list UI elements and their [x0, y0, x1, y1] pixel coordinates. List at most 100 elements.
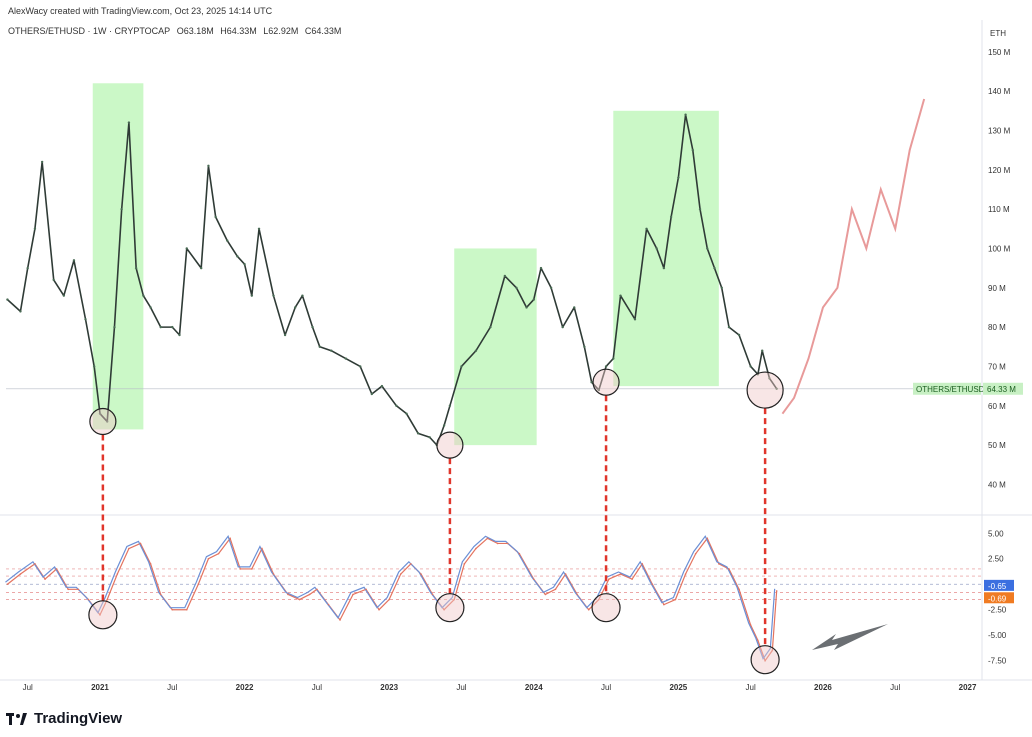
time-axis-tick-label: 2025: [669, 683, 687, 692]
price-point: [6, 298, 9, 301]
price-point: [698, 207, 702, 211]
price-point: [737, 333, 741, 337]
oscillator-point: [518, 552, 521, 555]
oscillator-point: [87, 598, 90, 601]
price-axis-tick-label: 60 M: [988, 402, 1006, 411]
price-point: [171, 325, 174, 329]
oscillator-bottom-circle: [591, 593, 621, 623]
oscillator-point: [159, 593, 162, 596]
symbol-name[interactable]: OTHERS/ETHUSD · 1W · CRYPTOCAP: [8, 26, 171, 36]
price-axis-tick-label: 80 M: [988, 323, 1006, 332]
price-point: [669, 215, 673, 219]
oscillator-point: [641, 563, 644, 565]
oscillator-bottom-circle: [435, 593, 465, 623]
oscillator-point: [327, 603, 330, 606]
price-point: [127, 121, 131, 124]
oscillator-point: [608, 578, 610, 580]
price-point: [98, 412, 102, 415]
oscillator-point: [251, 568, 253, 570]
price-point: [460, 365, 463, 368]
oscillator-line-blue: [5, 535, 776, 660]
oscillator-point: [207, 557, 210, 560]
price-point: [539, 266, 543, 270]
price-point: [93, 365, 96, 368]
oscillator-point: [339, 619, 341, 621]
price-axis-tick-label: 50 M: [988, 441, 1006, 450]
price-point: [706, 247, 709, 250]
oscillator-point: [298, 598, 301, 601]
price-point: [120, 207, 123, 211]
price-point: [226, 239, 229, 242]
oscillator-point: [453, 598, 456, 601]
time-axis-tick-label: Jul: [312, 683, 322, 692]
price-point: [283, 333, 287, 337]
oscillator-point: [308, 593, 311, 596]
price-axis-unit-label: ETH: [990, 29, 1006, 38]
price-axis-tick-label: 110 M: [988, 205, 1010, 214]
oscillator-point: [420, 573, 422, 575]
tradingview-footer: TradingView: [6, 710, 122, 727]
osc-axis-tick-label: -5.00: [988, 631, 1007, 640]
price-point: [775, 387, 778, 390]
time-axis-tick-label: 2026: [814, 683, 832, 692]
last-value-label: 64.33 M: [987, 385, 1016, 394]
price-point: [720, 286, 723, 289]
price-point: [573, 306, 576, 309]
price-point: [515, 286, 518, 289]
oscillator-point: [399, 573, 402, 575]
price-axis-tick-label: 40 M: [988, 480, 1006, 489]
oscillator-point: [229, 537, 231, 540]
oscillator-point: [564, 573, 567, 575]
time-axis-tick-label: 2027: [959, 683, 977, 692]
price-point: [330, 349, 333, 352]
oscillator-point: [684, 573, 687, 575]
price-point: [645, 227, 648, 230]
ohlc-open: O63.18M: [176, 26, 214, 36]
oscillator-point: [738, 588, 740, 591]
ohlc-close: C64.33M: [304, 26, 342, 36]
oscillator-point: [775, 590, 778, 592]
price-axis-tick-label: 100 M: [988, 244, 1011, 253]
time-axis-tick-label: Jul: [746, 683, 756, 692]
price-point: [727, 325, 731, 329]
price-point: [159, 325, 162, 329]
oscillator-point: [598, 598, 600, 601]
price-point: [474, 349, 478, 352]
oscillator-point: [6, 583, 9, 586]
price-point: [214, 215, 217, 219]
oscillator-point: [443, 608, 445, 611]
oscillator-point: [261, 547, 263, 550]
oscillator-point: [217, 552, 220, 555]
price-point: [677, 176, 680, 179]
oscillator-point: [544, 593, 547, 596]
projection-line: [781, 98, 926, 415]
time-axis-tick-label: 2021: [91, 683, 109, 692]
series-name-badge: [913, 382, 981, 395]
oscillator-point: [651, 583, 654, 586]
price-point: [428, 436, 431, 439]
oscillator-point: [106, 598, 109, 601]
price-point: [549, 286, 553, 289]
oscillator-point: [576, 593, 578, 596]
price-point: [301, 294, 304, 297]
price-point: [442, 424, 446, 427]
oscillator-point: [554, 588, 557, 591]
price-series-line: [6, 113, 778, 446]
oscillator-point: [631, 578, 633, 580]
price-point: [62, 294, 66, 297]
oscillator-point: [316, 588, 318, 591]
price-axis-tick-label: 70 M: [988, 362, 1006, 371]
price-axis-tick-label: 120 M: [988, 166, 1011, 175]
price-point: [503, 274, 507, 278]
oscillator-point: [764, 659, 766, 662]
price-point: [236, 255, 239, 258]
price-point: [604, 365, 608, 368]
time-axis-tick-label: 2023: [380, 683, 398, 692]
price-bottom-circle: [436, 431, 464, 459]
rally-zone-highlight: [454, 248, 537, 446]
price-point: [761, 349, 764, 352]
price-point: [250, 294, 254, 297]
price-axis-tick-label: 150 M: [988, 48, 1011, 57]
price-point: [532, 298, 535, 301]
